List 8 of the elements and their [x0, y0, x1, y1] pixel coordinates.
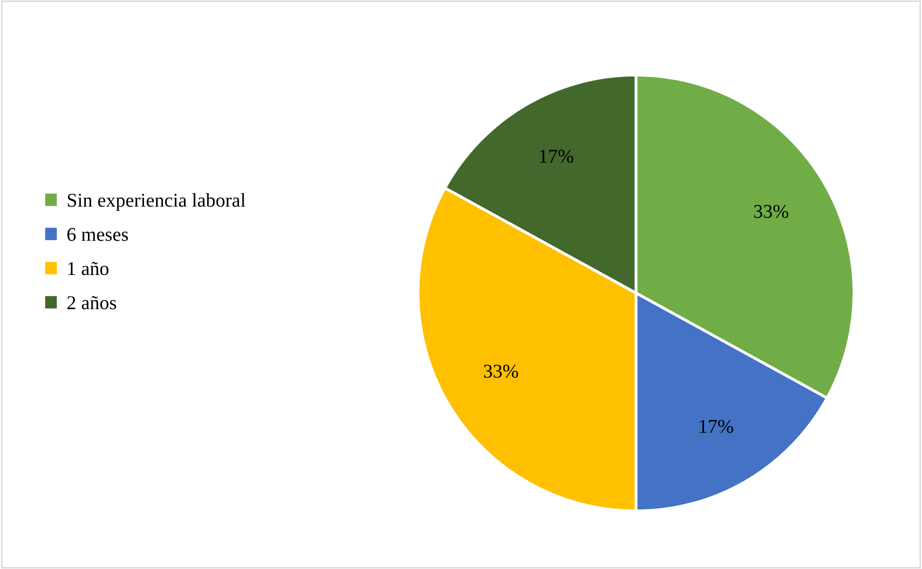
legend-label: 1 año [68, 262, 108, 276]
legend-label: 6 meses [67, 228, 128, 241]
legend-label: 2 años [67, 296, 116, 310]
data-label: 17% [700, 420, 734, 434]
data-label: 17% [540, 150, 574, 163]
legend-label: Sin experiencia laboral [68, 193, 246, 211]
data-label: 33% [754, 204, 788, 218]
data-label: 33% [484, 364, 518, 378]
